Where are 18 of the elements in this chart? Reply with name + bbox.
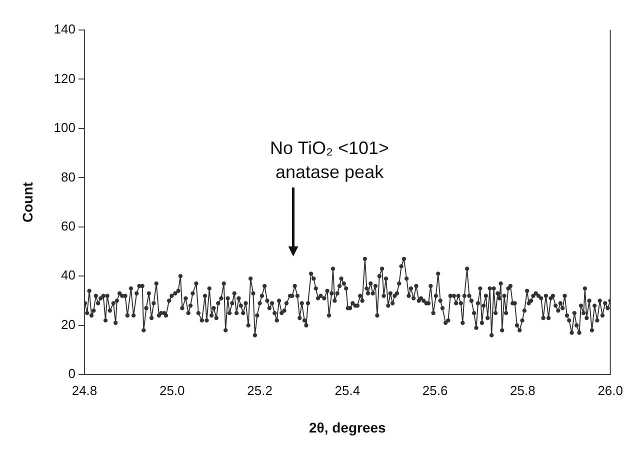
x-tick-label: 25.8 — [510, 382, 536, 398]
y-tick-label: 20 — [61, 316, 76, 332]
y-tick-label: 120 — [54, 70, 76, 86]
y-tick-label: 140 — [54, 22, 76, 37]
x-tick-label: 25.0 — [159, 382, 185, 398]
y-tick-label: 80 — [61, 169, 76, 184]
x-tick-label: 24.8 — [72, 382, 98, 398]
y-tick-label: 0 — [68, 366, 76, 382]
x-tick-label: 25.2 — [247, 382, 272, 398]
x-tick-label: 25.6 — [422, 382, 448, 398]
x-tick-label: 25.4 — [334, 382, 360, 398]
x-tick-label: 26.0 — [598, 382, 624, 398]
y-tick-label: 40 — [61, 268, 76, 283]
y-tick-label: 60 — [61, 218, 76, 234]
y-tick-label: 100 — [54, 120, 76, 136]
x-axis-title: 2θ, degrees — [309, 419, 386, 436]
y-axis-title: Count — [19, 182, 36, 223]
annotation: No TiO₂ <101> anatase peak — [270, 138, 390, 182]
